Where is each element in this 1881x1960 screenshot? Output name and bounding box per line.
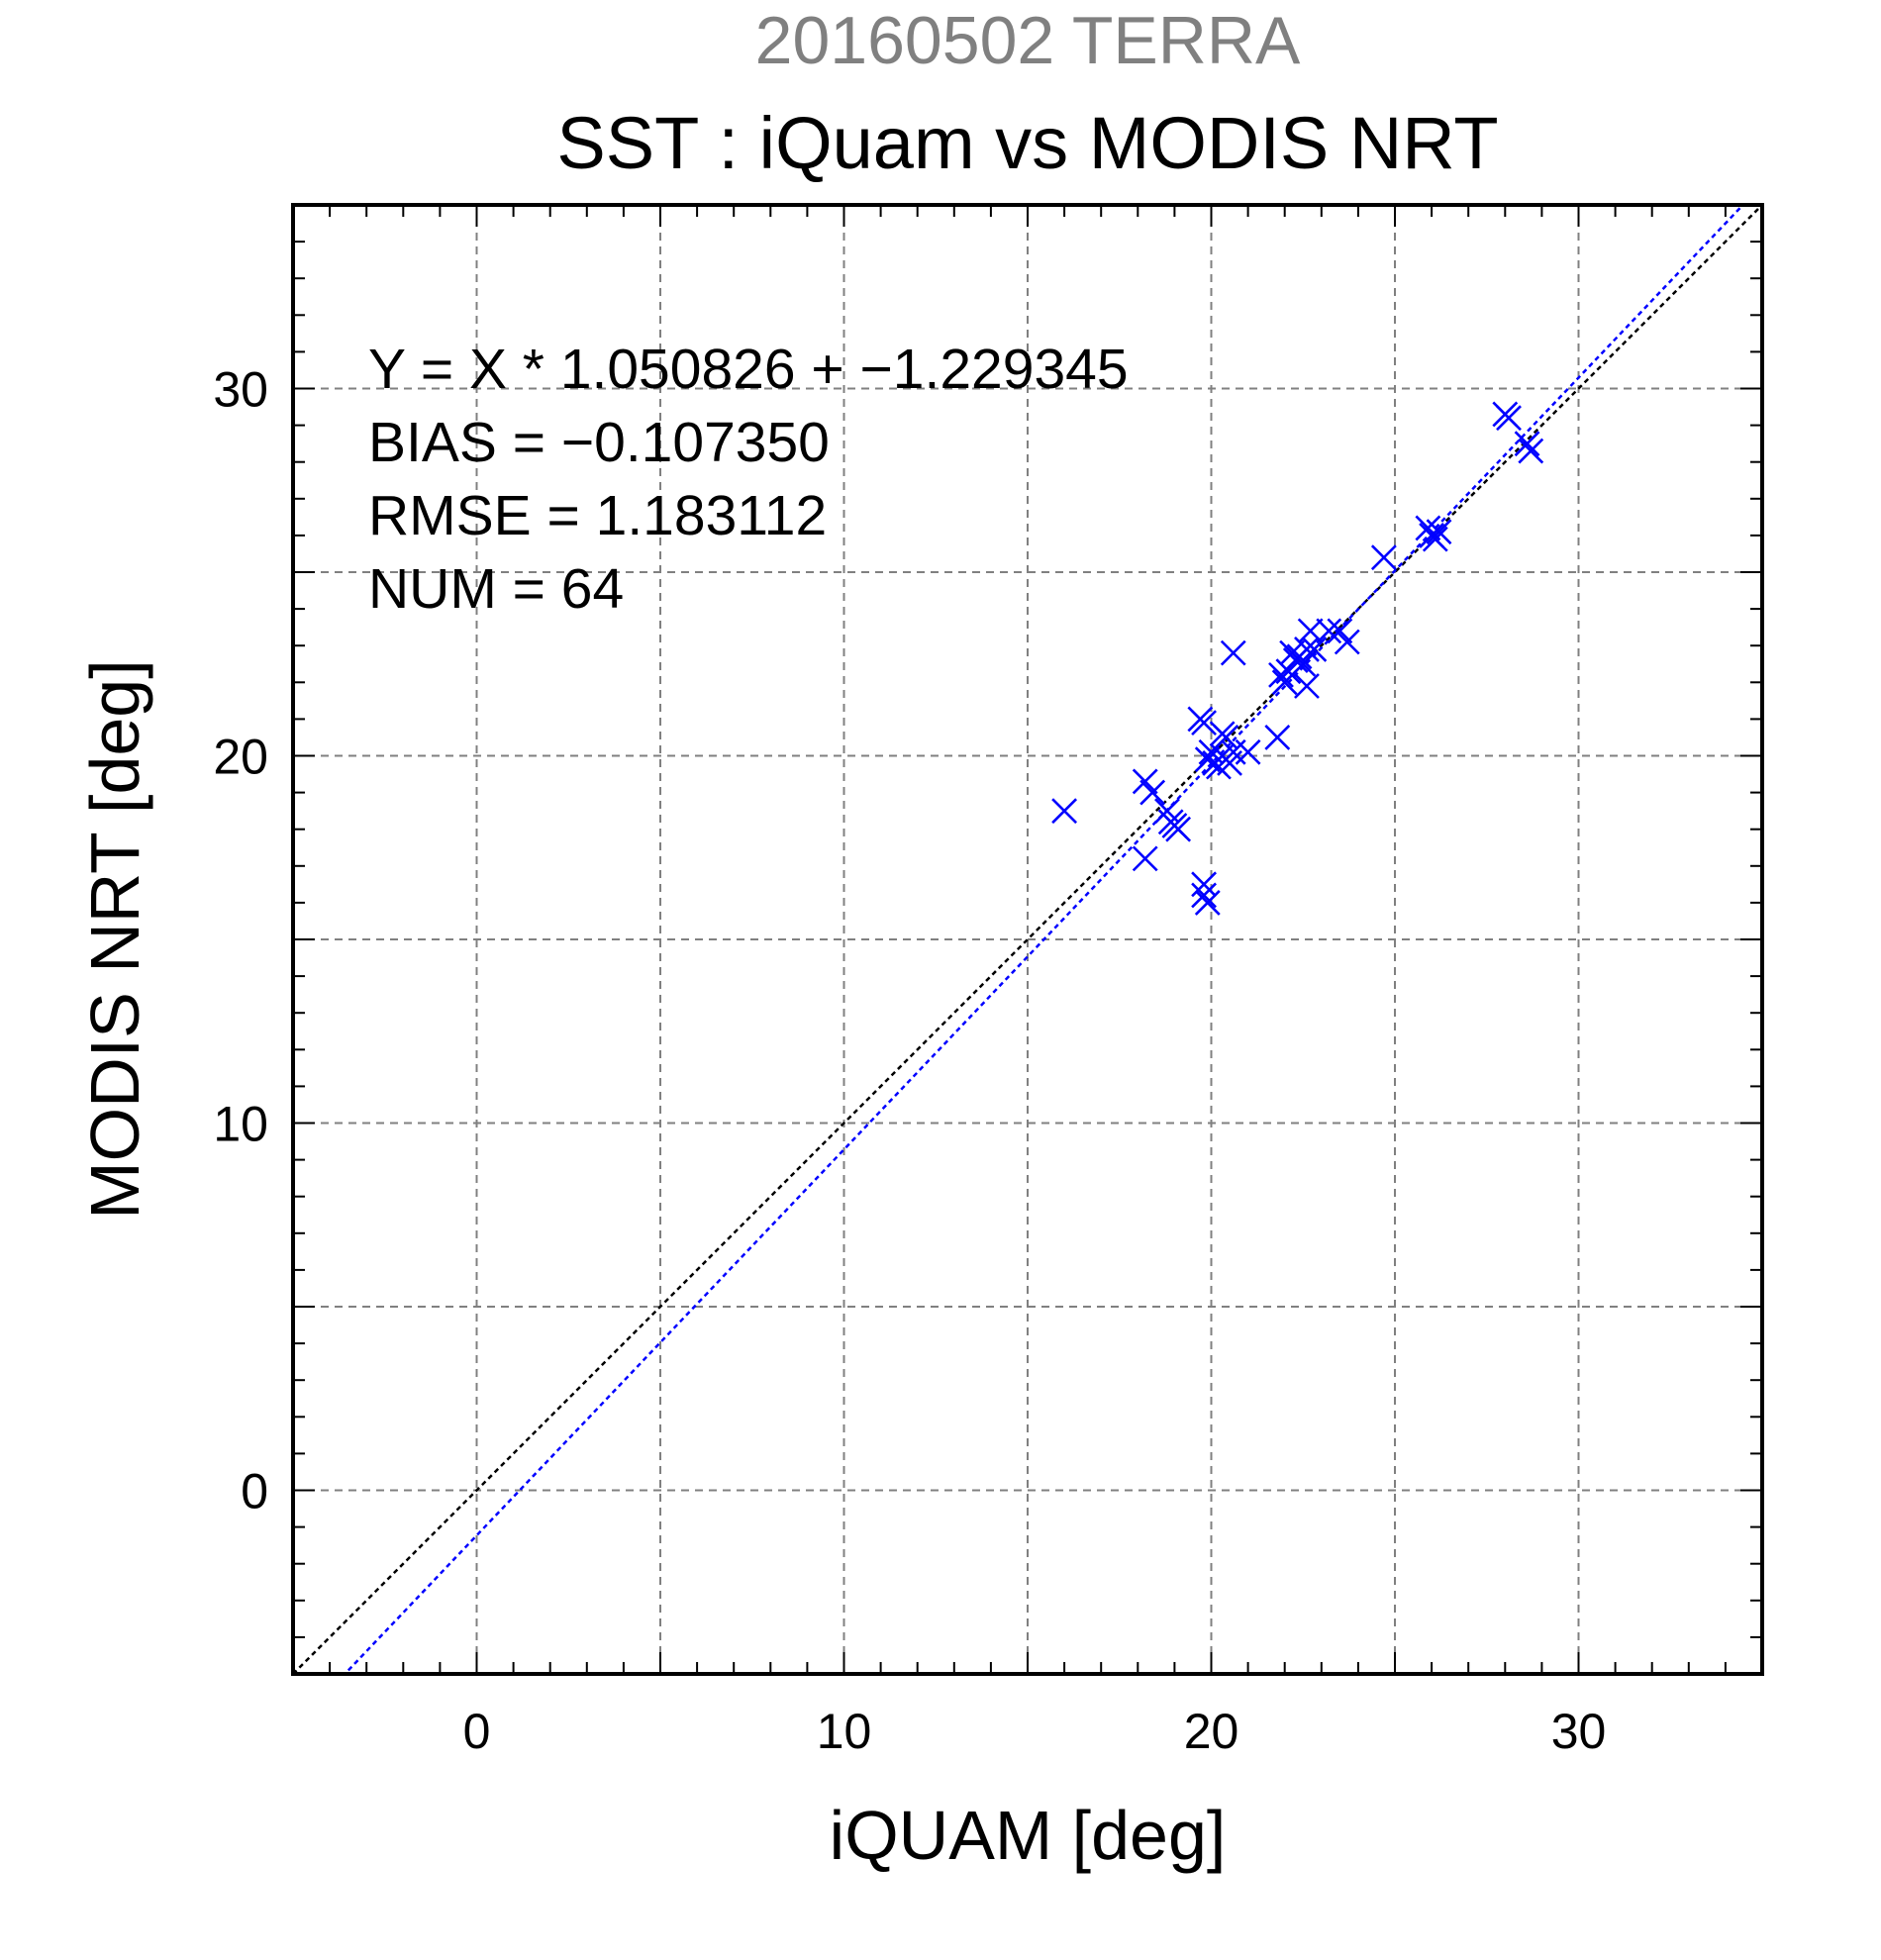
y-tick-label: 10 xyxy=(213,1097,268,1152)
y-tick-label: 20 xyxy=(213,730,268,785)
data-point xyxy=(1370,544,1397,571)
data-point xyxy=(1191,710,1217,736)
data-point xyxy=(1518,438,1544,464)
fit-statistics: Y = X * 1.050826 + −1.229345 BIAS = −0.1… xyxy=(368,338,1129,621)
data-point xyxy=(1264,725,1291,750)
gridlines xyxy=(293,205,1762,1674)
x-tick-label: 20 xyxy=(1184,1704,1239,1759)
y-axis-label: MODIS NRT [deg] xyxy=(76,659,153,1219)
data-point xyxy=(1316,618,1342,644)
data-point xyxy=(1132,845,1158,872)
chart-title: SST : iQuam vs MODIS NRT xyxy=(556,102,1498,184)
data-point xyxy=(1294,673,1320,699)
data-point xyxy=(1051,798,1078,825)
data-point xyxy=(1514,431,1540,457)
x-tick-label: 10 xyxy=(817,1704,872,1759)
y-tick-label: 30 xyxy=(213,362,268,418)
data-point xyxy=(1334,629,1360,655)
data-points xyxy=(1051,401,1544,916)
data-point xyxy=(1327,618,1353,644)
x-axis-label: iQUAM [deg] xyxy=(830,1797,1227,1874)
data-point xyxy=(1194,746,1221,773)
y-tick-labels: 0 10 20 30 xyxy=(213,362,268,1519)
stats-rmse: RMSE = 1.183112 xyxy=(368,484,827,547)
stats-bias: BIAS = −0.107350 xyxy=(368,411,830,474)
data-point xyxy=(1301,636,1328,662)
x-tick-label: 0 xyxy=(463,1704,491,1759)
plot-frame xyxy=(291,203,1764,1676)
stats-count: NUM = 64 xyxy=(368,557,624,621)
data-point xyxy=(1235,738,1261,765)
stats-regression-equation: Y = X * 1.050826 + −1.229345 xyxy=(368,338,1129,401)
data-point xyxy=(1191,882,1217,909)
x-tick-labels: 0 10 20 30 xyxy=(463,1704,1607,1759)
data-point xyxy=(1290,650,1317,677)
data-point xyxy=(1213,725,1239,750)
y-tick-label: 0 xyxy=(241,1464,268,1519)
chart-supertitle: 20160502 TERRA xyxy=(755,3,1301,78)
data-point xyxy=(1139,779,1166,806)
data-point xyxy=(1194,889,1221,916)
data-point xyxy=(1426,519,1452,545)
data-point xyxy=(1496,405,1522,432)
identity-line xyxy=(293,205,1762,1674)
data-point xyxy=(1165,816,1192,842)
regression-fit-line xyxy=(343,205,1745,1674)
data-point xyxy=(1422,526,1448,552)
data-point xyxy=(1132,768,1158,795)
x-tick-label: 30 xyxy=(1551,1704,1607,1759)
data-point xyxy=(1220,639,1246,666)
